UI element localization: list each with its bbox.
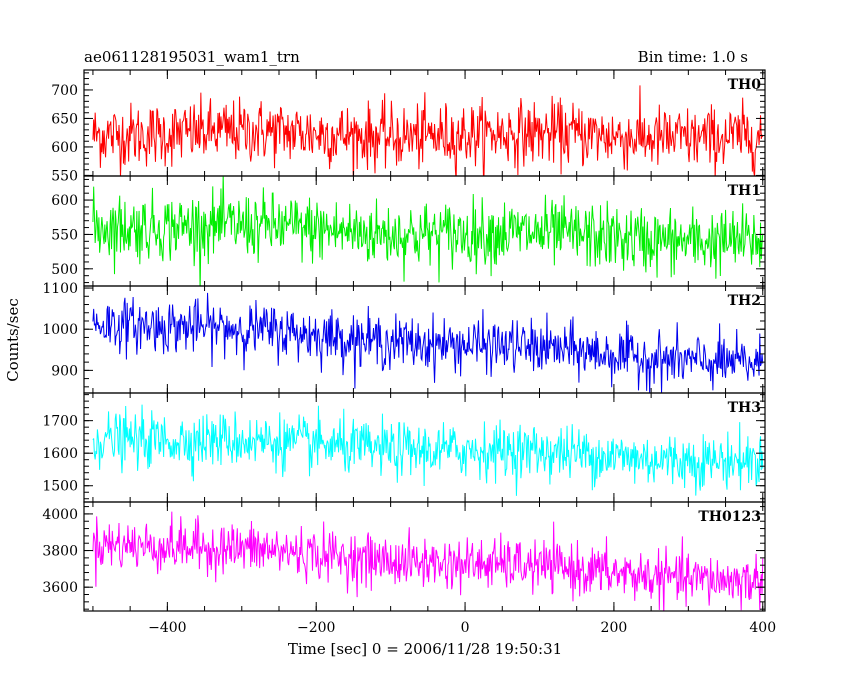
y-tick-label-th2: 1000 (42, 322, 78, 338)
y-tick-label-th1: 600 (51, 193, 78, 209)
panel-label-th1: TH1 (728, 183, 761, 199)
panel-th1: 500 550 600 TH1 (51, 175, 766, 287)
x-axis-label: Time [sec] 0 = 2006/11/28 19:50:31 (288, 640, 562, 658)
y-tick-label-th0123: 3600 (42, 580, 78, 596)
series-line-th1 (92, 176, 764, 286)
series-line-th3 (92, 404, 764, 496)
y-tick-label-th2: 1100 (42, 281, 78, 297)
y-tick-label-th2: 900 (51, 363, 78, 379)
panel-label-th0: TH0 (728, 77, 762, 93)
y-tick-label-th0: 600 (51, 140, 78, 156)
x-tick-label: −400 (148, 620, 186, 636)
panel-frame-th0123 (83, 501, 766, 612)
y-tick-label-th3: 1500 (42, 479, 78, 495)
x-axis: −400 −200 0 200 400 (148, 620, 776, 636)
y-tick-label-th0123: 3800 (42, 544, 78, 560)
panel-label-th3: TH3 (728, 400, 761, 416)
y-tick-label-th3: 1600 (42, 446, 78, 462)
panel-th0: 550 600 650 700 TH0 (51, 69, 766, 184)
series-line-th0123 (92, 511, 764, 611)
panel-th3: 1500 1600 1700 TH3 (42, 392, 766, 503)
y-tick-label-th1: 550 (51, 227, 78, 243)
panel-label-th0123: TH0123 (698, 509, 761, 525)
x-tick-label: −200 (297, 620, 335, 636)
panel-label-th2: TH2 (728, 293, 761, 309)
y-axis-label: Counts/sec (4, 298, 22, 382)
series-line-th0 (92, 85, 764, 176)
panels-group: 550 600 650 700 TH0 500 550 600 TH1 900 1000 1100 TH… (42, 69, 766, 612)
x-tick-label: 400 (749, 620, 776, 636)
y-tick-label-th0: 550 (51, 168, 78, 184)
y-tick-label-th0: 700 (51, 83, 78, 99)
panel-th0123: 3600 3800 4000 TH0123 (42, 501, 766, 612)
y-tick-label-th3: 1700 (42, 414, 78, 430)
bin-time-label: Bin time: 1.0 s (638, 48, 748, 66)
x-tick-label: 0 (461, 620, 470, 636)
series-line-th2 (92, 292, 764, 393)
plot-title: ae061128195031_wam1_trn (84, 48, 300, 66)
y-tick-label-th0: 650 (51, 111, 78, 127)
y-tick-label-th1: 500 (51, 262, 78, 278)
x-tick-label: 200 (601, 620, 628, 636)
panel-th2: 900 1000 1100 TH2 (42, 281, 766, 394)
y-tick-label-th0123: 4000 (42, 507, 78, 523)
